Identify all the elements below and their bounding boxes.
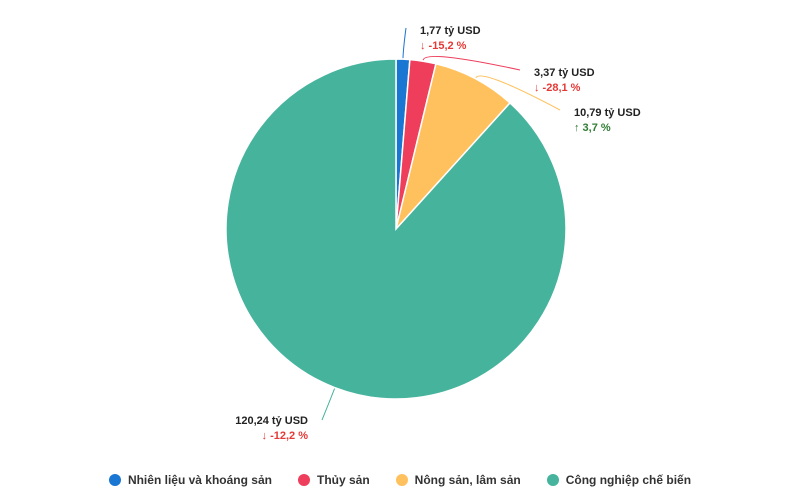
legend-label: Công nghiệp chế biến <box>565 473 692 487</box>
legend-item-nong-san-lam-san[interactable]: Nông sản, lâm sản <box>395 473 521 487</box>
chart-legend: Nhiên liệu và khoáng sản Thủy sản Nông sản… <box>0 468 800 492</box>
legend-label: Thủy sản <box>316 473 370 487</box>
pie-slices <box>225 58 567 400</box>
callout-line-nhien-lieu-va-khoang-san <box>402 27 407 59</box>
data-label-value-nong-san-lam-san: 10,79 tỷ USD <box>574 107 641 119</box>
data-label-change-nong-san-lam-san: ↑ 3,7 % <box>574 122 611 134</box>
data-label-value-cong-nghiep-che-bien: 120,24 tỷ USD <box>235 415 308 427</box>
legend-marker-icon <box>108 474 121 486</box>
legend-item-thuy-san[interactable]: Thủy sản <box>297 473 370 487</box>
callout-line-nong-san-lam-san <box>475 75 561 111</box>
legend-label: Nhiên liệu và khoáng sản <box>127 473 272 487</box>
legend-item-nhien-lieu-va-khoang-san[interactable]: Nhiên liệu và khoáng sản <box>108 473 272 487</box>
callout-line-cong-nghiep-che-bien <box>321 388 336 421</box>
data-label-value-nhien-lieu-va-khoang-san: 1,77 tỷ USD <box>420 25 481 37</box>
legend-marker-icon <box>297 474 310 486</box>
pie-callouts: 1,77 tỷ USD ↓ -15,2 % 3,37 tỷ USD ↓ -28,1 %… <box>235 25 640 442</box>
legend-label: Nông sản, lâm sản <box>414 473 521 487</box>
legend-marker-icon <box>546 474 559 486</box>
data-label-change-cong-nghiep-che-bien: ↓ -12,2 % <box>262 430 309 442</box>
data-label-value-thuy-san: 3,37 tỷ USD <box>534 67 595 79</box>
data-label-change-thuy-san: ↓ -28,1 % <box>534 82 581 94</box>
callout-line-thuy-san <box>422 55 521 71</box>
pie-slice-cong-nghiep-che-bien[interactable] <box>225 58 567 400</box>
data-label-change-nhien-lieu-va-khoang-san: ↓ -15,2 % <box>420 40 467 52</box>
legend-item-cong-nghiep-che-bien[interactable]: Công nghiệp chế biến <box>546 473 692 487</box>
legend-marker-icon <box>395 474 408 486</box>
